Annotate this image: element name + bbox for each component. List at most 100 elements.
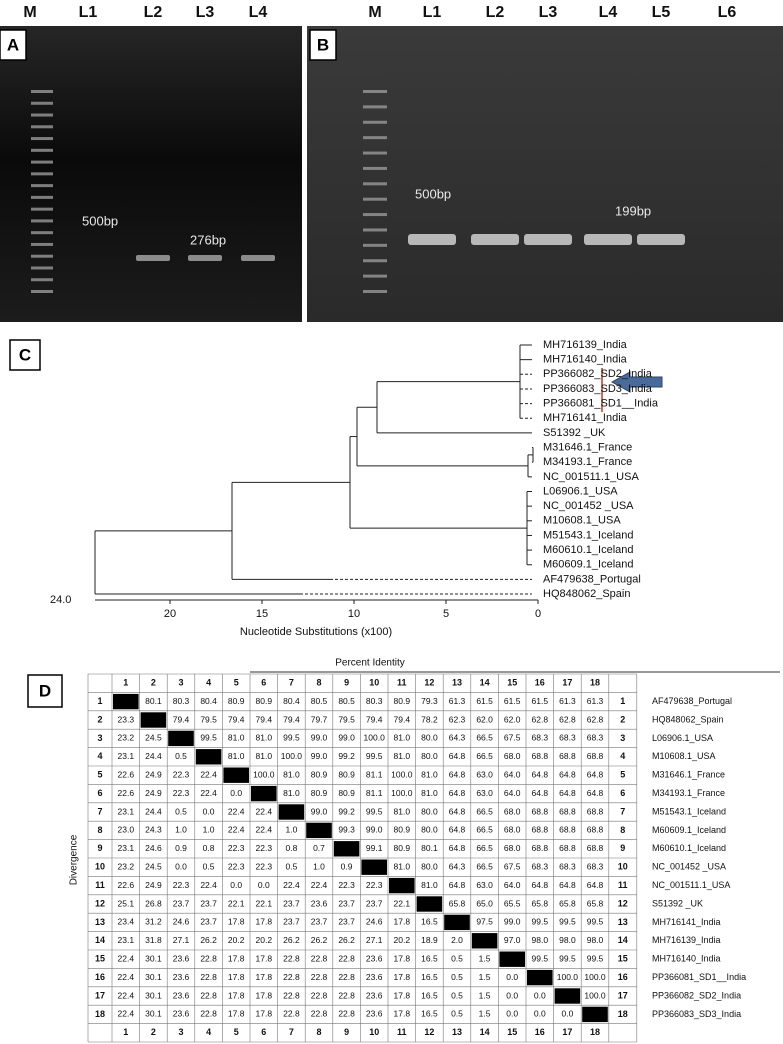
cell-value: 22.1 [228, 898, 245, 908]
band-label: 199bp [615, 203, 651, 218]
cell-value: 64.8 [449, 825, 466, 835]
leaf-label: MH716141_India [543, 412, 628, 424]
cell-value: 23.2 [118, 733, 135, 743]
panel-label: D [39, 681, 51, 700]
cell-value: 68.0 [504, 843, 521, 853]
cell-value: 81.0 [421, 788, 438, 798]
cell-value: 99.5 [366, 806, 383, 816]
column-number: 2 [151, 1027, 156, 1037]
cell-value: 65.0 [476, 898, 493, 908]
cell-value: 17.8 [394, 972, 411, 982]
column-number: 15 [507, 678, 517, 688]
cell-value: 23.7 [311, 917, 328, 927]
tick-label: 15 [256, 608, 268, 620]
cell-value: 80.1 [145, 696, 162, 706]
ladder-band [363, 105, 387, 109]
row-name: NC_001452 _USA [652, 862, 726, 872]
diagonal-cell [471, 933, 498, 949]
row-number: 14 [95, 935, 105, 945]
cell-value: 22.4 [118, 990, 135, 1000]
diagonal-cell [582, 1006, 608, 1023]
cell-value: 0.5 [451, 972, 463, 982]
cell-value: 22.8 [283, 990, 300, 1000]
cell-value: 68.8 [559, 825, 576, 835]
cell-value: 22.4 [200, 788, 217, 798]
cell-value: 79.4 [256, 714, 273, 724]
cell-value: 99.2 [338, 751, 355, 761]
cell-value: 66.5 [476, 825, 493, 835]
ladder-band [363, 290, 387, 293]
ladder-band [363, 90, 387, 93]
cell-value: 80.9 [311, 769, 328, 779]
cell-value: 68.8 [532, 751, 549, 761]
ladder-band [31, 148, 53, 152]
cell-value: 80.9 [394, 843, 411, 853]
cell-value: 16.5 [421, 1009, 438, 1019]
cell-value: 22.4 [200, 880, 217, 890]
cell-value: 22.6 [118, 880, 135, 890]
cell-value: 0.8 [285, 843, 297, 853]
cell-value: 22.8 [311, 953, 328, 963]
leaf-label: PP366083_SD3_India [543, 383, 653, 395]
ladder-band [363, 274, 387, 278]
cell-value: 66.5 [476, 861, 493, 871]
cell-value: 100.0 [557, 972, 579, 982]
cell-value: 63.0 [476, 880, 493, 890]
dna-band [637, 234, 685, 245]
cell-value: 22.8 [311, 990, 328, 1000]
row-number: 3 [620, 733, 625, 743]
ladder-band [31, 231, 53, 235]
cell-value: 61.3 [559, 696, 576, 706]
cell-value: 67.5 [504, 733, 521, 743]
column-number: 18 [590, 1027, 600, 1037]
cell-value: 79.3 [421, 696, 438, 706]
ladder-band [31, 195, 53, 199]
cell-value: 80.9 [311, 788, 328, 798]
cell-value: 99.0 [366, 825, 383, 835]
row-name: PP366083_SD3_India [652, 1009, 741, 1019]
cell-value: 26.8 [145, 898, 162, 908]
cell-value: 79.7 [311, 714, 328, 724]
cell-value: 24.6 [366, 917, 383, 927]
row-name: S51392 _UK [652, 898, 703, 908]
cell-value: 0.0 [506, 990, 518, 1000]
lane-label: L1 [79, 4, 98, 21]
row-name: M60609.1_Iceland [652, 825, 726, 835]
cell-value: 68.8 [559, 843, 576, 853]
diagonal-cell [333, 841, 360, 857]
cell-value: 0.5 [451, 953, 463, 963]
cell-value: 99.5 [200, 733, 217, 743]
cell-value: 0.0 [258, 880, 270, 890]
cell-value: 20.2 [256, 935, 273, 945]
column-number: 10 [369, 678, 379, 688]
cell-value: 99.5 [559, 917, 576, 927]
cell-value: 22.8 [200, 953, 217, 963]
cell-value: 64.8 [449, 751, 466, 761]
row-number: 3 [97, 733, 102, 743]
cell-value: 81.0 [394, 861, 411, 871]
row-number: 5 [620, 770, 625, 780]
cell-value: 64.8 [559, 880, 576, 890]
row-name: L06906.1_USA [652, 733, 713, 743]
ladder-band [31, 207, 53, 211]
cell-value: 80.4 [200, 696, 217, 706]
cell-value: 78.2 [421, 714, 438, 724]
cell-value: 64.3 [449, 861, 466, 871]
dna-band [136, 255, 170, 261]
ladder-band [31, 266, 53, 270]
cell-value: 22.3 [228, 861, 245, 871]
cell-value: 31.2 [145, 917, 162, 927]
cell-value: 1.0 [313, 861, 325, 871]
cell-value: 24.4 [145, 751, 162, 761]
cell-value: 80.0 [421, 751, 438, 761]
cell-value: 64.8 [449, 788, 466, 798]
cell-value: 30.1 [145, 1009, 162, 1019]
cell-value: 80.4 [283, 696, 300, 706]
cell-value: 68.8 [532, 806, 549, 816]
column-number: 3 [178, 1027, 183, 1037]
cell-value: 26.2 [338, 935, 355, 945]
cell-value: 80.0 [421, 861, 438, 871]
cell-value: 79.4 [173, 714, 190, 724]
cell-value: 64.8 [449, 880, 466, 890]
cell-value: 24.5 [145, 861, 162, 871]
